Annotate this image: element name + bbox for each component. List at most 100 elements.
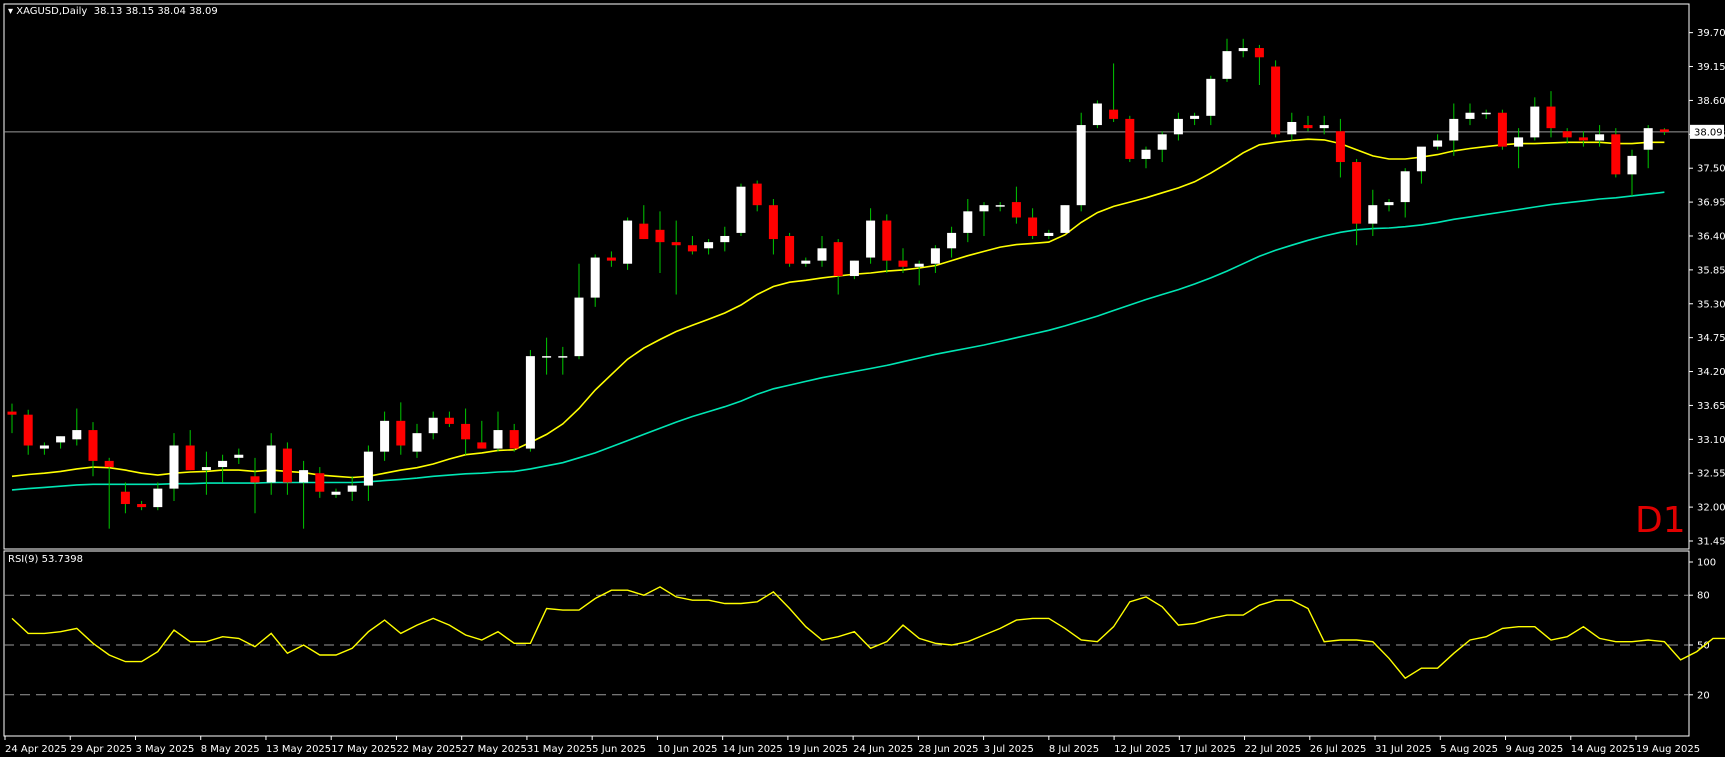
bear-candle[interactable] <box>1578 137 1588 141</box>
bull-candle[interactable] <box>1206 78 1216 116</box>
bull-candle[interactable] <box>1319 125 1329 129</box>
bull-candle[interactable] <box>299 470 309 483</box>
bull-candle[interactable] <box>1481 112 1491 115</box>
bear-candle[interactable] <box>1611 134 1621 175</box>
bear-candle[interactable] <box>282 448 292 483</box>
bear-candle[interactable] <box>833 242 843 277</box>
bull-candle[interactable] <box>1514 137 1524 147</box>
bull-candle[interactable] <box>1190 115 1200 119</box>
bear-candle[interactable] <box>1497 112 1507 147</box>
bear-candle[interactable] <box>1303 125 1313 129</box>
bull-candle[interactable] <box>525 356 535 449</box>
bull-candle[interactable] <box>849 260 859 277</box>
bull-candle[interactable] <box>914 263 924 267</box>
price-panel-frame[interactable] <box>3 3 1690 550</box>
bear-candle[interactable] <box>7 411 17 415</box>
rsi-panel-frame[interactable] <box>3 550 1690 737</box>
bull-candle[interactable] <box>234 454 244 458</box>
bull-candle[interactable] <box>1433 140 1443 147</box>
bear-candle[interactable] <box>477 442 487 449</box>
bear-candle[interactable] <box>655 229 665 243</box>
bull-candle[interactable] <box>380 420 390 452</box>
bear-candle[interactable] <box>396 420 406 446</box>
bear-candle[interactable] <box>509 430 519 449</box>
bull-candle[interactable] <box>866 220 876 258</box>
bull-candle[interactable] <box>412 433 422 452</box>
bull-candle[interactable] <box>266 445 276 483</box>
bull-candle[interactable] <box>574 297 584 357</box>
bull-candle[interactable] <box>947 232 957 249</box>
bear-candle[interactable] <box>1352 162 1362 224</box>
bull-candle[interactable] <box>704 242 714 249</box>
bull-candle[interactable] <box>1173 118 1183 135</box>
bull-candle[interactable] <box>1141 149 1151 159</box>
bear-candle[interactable] <box>671 242 681 246</box>
bear-candle[interactable] <box>1254 48 1264 58</box>
bull-candle[interactable] <box>1044 232 1054 236</box>
bull-candle[interactable] <box>493 430 503 449</box>
bull-candle[interactable] <box>56 436 66 443</box>
bear-candle[interactable] <box>104 460 114 468</box>
bull-candle[interactable] <box>623 220 633 264</box>
bull-candle[interactable] <box>218 460 228 468</box>
bear-candle[interactable] <box>1125 118 1135 159</box>
bull-candle[interactable] <box>39 445 49 449</box>
bull-candle[interactable] <box>363 451 373 486</box>
chart-menu-triangle-icon[interactable]: ▾ <box>8 6 14 17</box>
bull-candle[interactable] <box>963 211 973 233</box>
bear-candle[interactable] <box>606 257 616 261</box>
bull-candle[interactable] <box>331 491 341 495</box>
bull-candle[interactable] <box>1238 48 1248 52</box>
bear-candle[interactable] <box>1659 129 1669 132</box>
bear-candle[interactable] <box>444 417 454 424</box>
bull-candle[interactable] <box>428 417 438 434</box>
bear-candle[interactable] <box>768 205 778 240</box>
bear-candle[interactable] <box>1011 202 1021 218</box>
bull-candle[interactable] <box>201 467 211 471</box>
bear-candle[interactable] <box>461 423 471 440</box>
bull-candle[interactable] <box>1287 121 1297 135</box>
bear-candle[interactable] <box>250 476 260 483</box>
bull-candle[interactable] <box>169 445 179 489</box>
bull-candle[interactable] <box>817 248 827 261</box>
bull-candle[interactable] <box>736 186 746 233</box>
bull-candle[interactable] <box>1400 171 1410 203</box>
bull-candle[interactable] <box>1530 106 1540 138</box>
bull-candle[interactable] <box>930 248 940 264</box>
bear-candle[interactable] <box>1271 66 1281 135</box>
bull-candle[interactable] <box>1449 118 1459 141</box>
bull-candle[interactable] <box>1416 146 1426 172</box>
bear-candle[interactable] <box>687 245 697 252</box>
bull-candle[interactable] <box>1092 103 1102 126</box>
bear-candle[interactable] <box>185 445 195 471</box>
bear-candle[interactable] <box>315 473 325 492</box>
bull-candle[interactable] <box>801 260 811 264</box>
bull-candle[interactable] <box>720 235 730 243</box>
bear-candle[interactable] <box>1562 131 1572 138</box>
bear-candle[interactable] <box>882 220 892 261</box>
bull-candle[interactable] <box>1222 51 1232 79</box>
bull-candle[interactable] <box>1627 155 1637 175</box>
time-axis[interactable]: 24 Apr 2025 29 Apr 2025 3 May 2025 8 May 20… <box>4 736 1700 755</box>
candles-layer[interactable] <box>7 38 1669 529</box>
bull-candle[interactable] <box>1076 125 1086 206</box>
bear-candle[interactable] <box>898 260 908 267</box>
bear-candle[interactable] <box>137 504 147 508</box>
bear-candle[interactable] <box>88 430 98 461</box>
bull-candle[interactable] <box>1384 202 1394 206</box>
bull-candle[interactable] <box>1643 128 1653 150</box>
bull-candle[interactable] <box>995 205 1005 207</box>
bear-candle[interactable] <box>1109 109 1119 119</box>
bear-candle[interactable] <box>1546 106 1556 129</box>
bear-candle[interactable] <box>1335 131 1345 163</box>
bear-candle[interactable] <box>785 235 795 264</box>
bull-candle[interactable] <box>1595 134 1605 141</box>
bull-candle[interactable] <box>1368 205 1378 224</box>
bear-candle[interactable] <box>23 414 33 446</box>
price-axis[interactable]: 39.7039.1538.6038.0537.5036.9536.4035.85… <box>1689 28 1725 548</box>
bull-candle[interactable] <box>72 430 82 440</box>
bull-candle[interactable] <box>979 205 989 212</box>
bull-candle[interactable] <box>1060 205 1070 233</box>
bear-candle[interactable] <box>639 223 649 240</box>
